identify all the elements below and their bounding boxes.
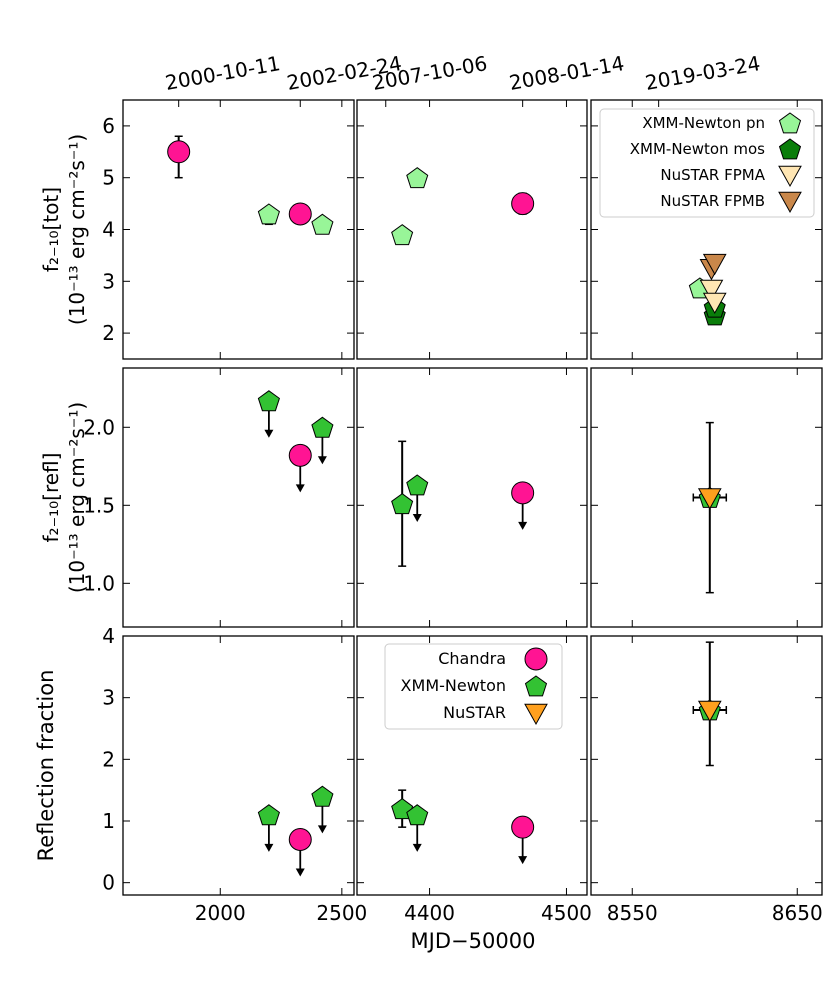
y-axis-label: f₂₋₁₀[refl] — [39, 453, 63, 543]
y-tick-label: 5 — [102, 166, 115, 190]
legend-instruments: XMM-Newton pn XMM-Newton mos NuSTAR FPMA Nu… — [599, 108, 815, 218]
data-point-circle — [288, 828, 312, 851]
data-point-circle — [167, 140, 191, 164]
panel-frames — [122, 99, 823, 896]
legend-label: XMM-Newton — [401, 676, 506, 695]
y-tick-label: 1 — [102, 809, 115, 833]
data-point-pentagon — [257, 203, 280, 225]
error-bars — [174, 135, 728, 877]
legend-label: NuSTAR FPMA — [660, 166, 765, 184]
data-point-pentagon — [391, 493, 414, 515]
x-tick-label: 8550 — [607, 901, 658, 925]
y-axis-label: f₂₋₁₀[tot] — [39, 187, 63, 272]
y-tick-label: 6 — [102, 114, 115, 138]
upper-limit-arrowhead — [264, 429, 274, 438]
y-tick-label: 0 — [102, 871, 115, 895]
x-axis-label: MJD−50000 — [411, 929, 536, 953]
y-tick-label: 1.5 — [83, 493, 115, 517]
panel-frame — [122, 635, 355, 896]
panel-frame — [356, 635, 588, 896]
legend-label: XMM-Newton pn — [642, 114, 765, 132]
y-tick-label: 2 — [102, 747, 115, 771]
y-axis-labels: f₂₋₁₀[tot] (10⁻¹³ erg cm⁻²s⁻¹)f₂₋₁₀[refl]… — [34, 134, 89, 862]
data-point-triangle-down — [697, 488, 722, 510]
legend-label: NuSTAR — [443, 703, 506, 722]
y-tick-label: 2 — [102, 321, 115, 345]
x-tick-label: 2000 — [195, 901, 246, 925]
data-point-triangle-down — [702, 292, 727, 315]
upper-limit-arrowhead — [295, 484, 305, 493]
date-label: 2019-03-24 — [643, 51, 762, 95]
data-point-circle — [288, 202, 312, 226]
legend-missions: Chandra XMM-Newton NuSTAR — [384, 643, 563, 730]
legend-marker-triangle-down — [524, 703, 548, 726]
y-axis-label: Reflection fraction — [34, 670, 58, 862]
legend-box — [384, 643, 563, 730]
y-tick-label: 4 — [102, 624, 115, 648]
legend-marker-pentagon — [778, 112, 802, 134]
x-tick-label: 8650 — [772, 901, 823, 925]
y-axis-label: (10⁻¹³ erg cm⁻²s⁻¹) — [65, 134, 89, 325]
upper-limit-arrowhead — [295, 868, 305, 877]
legend-marker-triangle-down — [778, 191, 802, 214]
x-tick-label: 4400 — [404, 901, 455, 925]
upper-limit-arrowhead — [518, 521, 528, 530]
y-tick-label: 1.0 — [83, 571, 115, 595]
legend-marker-triangle-down — [778, 165, 802, 188]
y-tick-label: 4 — [102, 218, 115, 242]
panel-frame — [356, 99, 588, 360]
upper-limit-arrowhead — [317, 825, 327, 834]
legend-box — [599, 108, 815, 218]
upper-limit-arrowhead — [412, 514, 422, 523]
date-label: 2008-01-14 — [507, 51, 626, 95]
panel-frame — [356, 367, 588, 628]
y-tick-label: 2.0 — [83, 415, 115, 439]
panel-frame — [590, 635, 823, 896]
data-point-pentagon — [257, 804, 280, 826]
data-points — [167, 140, 727, 851]
y-tick-label: 3 — [102, 686, 115, 710]
data-point-pentagon — [311, 213, 334, 235]
panel-frame — [590, 367, 823, 628]
data-point-pentagon — [406, 167, 429, 189]
data-point-circle — [288, 443, 312, 467]
y-axis-label: (10⁻¹³ erg cm⁻²s⁻¹) — [65, 402, 89, 593]
data-point-pentagon — [311, 785, 334, 807]
x-tick-label: 2500 — [316, 901, 367, 925]
legend-label: Chandra — [438, 649, 506, 668]
data-point-pentagon — [257, 390, 280, 412]
data-point-pentagon — [406, 474, 429, 496]
legend-label: NuSTAR FPMB — [660, 192, 765, 210]
y-tick-label: 3 — [102, 269, 115, 293]
legend-marker-circle — [524, 647, 548, 671]
upper-limit-arrowhead — [264, 843, 274, 852]
data-point-pentagon — [391, 224, 414, 246]
data-point-circle — [511, 192, 535, 216]
upper-limit-arrowhead — [317, 456, 327, 465]
x-tick-label: 4500 — [541, 901, 592, 925]
data-point-pentagon — [406, 804, 429, 826]
data-point-circle — [511, 815, 535, 839]
data-point-triangle-down — [702, 253, 727, 276]
data-point-triangle-down — [697, 700, 722, 723]
legend-marker-pentagon — [778, 138, 802, 160]
legend-marker-pentagon — [524, 675, 548, 697]
legend-label: XMM-Newton mos — [630, 140, 765, 158]
panel-frame — [122, 367, 355, 628]
data-point-circle — [511, 481, 535, 505]
date-label: 2000-10-11 — [163, 51, 282, 95]
upper-limit-arrowhead — [412, 843, 422, 852]
legends: XMM-Newton pn XMM-Newton mos NuSTAR FPMA Nu… — [384, 108, 815, 730]
upper-limit-arrowhead — [518, 856, 528, 865]
data-point-pentagon — [311, 416, 334, 438]
axis-ticks: 2 3 4 5 6 1.0 1.5 2.0 0 1 2 3 4 2000 2500 4400 4500 8550 8… — [83, 100, 823, 925]
